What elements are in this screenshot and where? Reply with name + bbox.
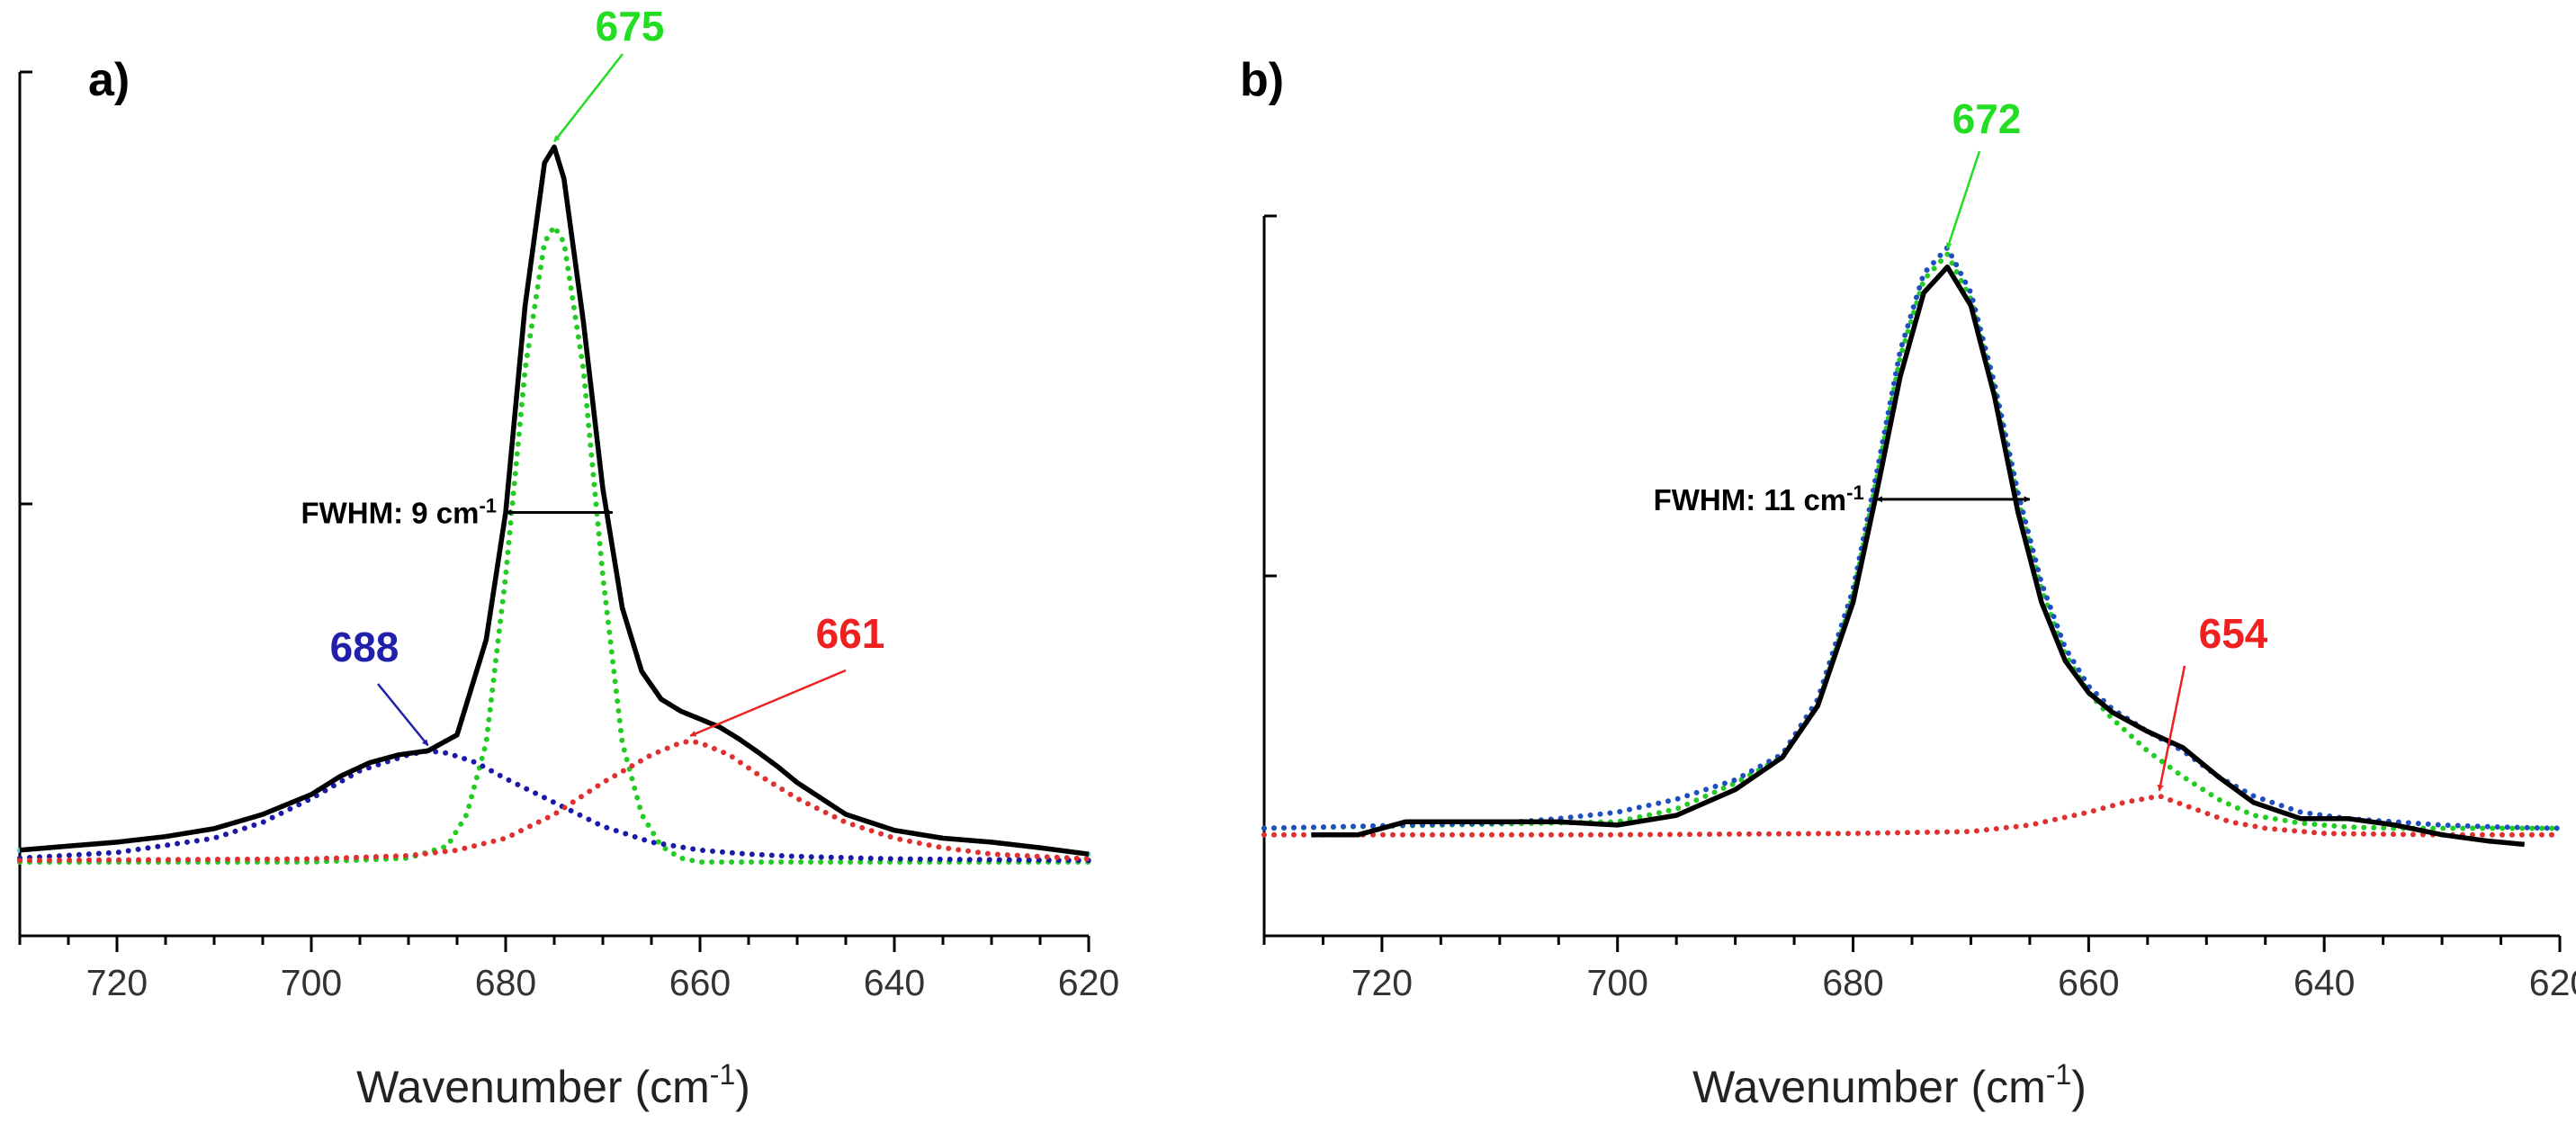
- panel-a-series-fit: [17, 144, 1091, 858]
- panel-b-annotations: 672 654: [1945, 95, 2268, 792]
- panel-a-axes: 720 700 680 660 640 620: [18, 70, 1119, 1003]
- panel-b-xlabel: Wavenumber (cm-1): [1692, 1058, 2087, 1112]
- panel-a-series-component-661: [17, 738, 1091, 864]
- panel-a-label: a): [88, 54, 130, 106]
- panel-b-peak-arrow-672: [1945, 150, 1981, 250]
- panel-b-peak-label-654: 654: [2199, 610, 2268, 657]
- panel-b-series-fit: [1261, 245, 2563, 831]
- panel-a-x-tick-label: 700: [281, 962, 342, 1003]
- panel-b-fwhm-label: FWHM: 11 cm-1: [1654, 481, 1864, 517]
- panel-b-x-tick-label: 620: [2529, 962, 2576, 1003]
- panel-a-x-tick-label: 680: [475, 962, 536, 1003]
- panel-b-series-experimental: [1311, 264, 2525, 848]
- panel-a-series-experimental: [19, 144, 1090, 857]
- panel-a-annotations: 675 688 661: [330, 3, 885, 747]
- panel-b-x-tick-label: 680: [1822, 962, 1883, 1003]
- panel-b-series-component-654: [1261, 793, 2563, 838]
- panel-b-x-tick-label: 720: [1351, 962, 1413, 1003]
- panel-a-series-component-688: [17, 748, 1091, 864]
- panel-a-peak-arrow-661: [689, 669, 847, 737]
- panel-a-x-tick-label: 720: [86, 962, 148, 1003]
- panel-a-x-tick-label: 660: [669, 962, 731, 1003]
- panel-b-series: [1261, 245, 2563, 848]
- panel-a-peak-arrow-675: [553, 53, 624, 143]
- panel-a-x-tick-label: 620: [1058, 962, 1119, 1003]
- panel-b-label: b): [1240, 54, 1284, 106]
- panel-b-x-tick-label: 700: [1587, 962, 1648, 1003]
- panel-b-peak-arrow-654: [2157, 665, 2186, 792]
- panel-a-peak-arrow-688: [377, 683, 429, 747]
- panel-b-peak-label-672: 672: [1952, 95, 2022, 142]
- panel-a-peak-label-675: 675: [596, 3, 665, 49]
- panel-a: a) 720 700 680 660 640 620 FWHM: 9 cm-1 675 68…: [17, 3, 1119, 1112]
- panel-a-fwhm-label: FWHM: 9 cm-1: [301, 494, 497, 529]
- panel-a-x-tick-label: 640: [864, 962, 925, 1003]
- panel-a-fwhm: FWHM: 9 cm-1: [301, 494, 614, 529]
- panel-b-fwhm: FWHM: 11 cm-1: [1654, 481, 2031, 517]
- panel-a-xlabel: Wavenumber (cm-1): [356, 1058, 750, 1112]
- panel-a-series-component-675: [17, 223, 1091, 865]
- panel-b-x-tick-label: 640: [2293, 962, 2355, 1003]
- panel-b-x-tick-label: 660: [2058, 962, 2119, 1003]
- panel-a-peak-label-661: 661: [816, 610, 885, 657]
- panel-a-series: [17, 144, 1091, 865]
- panel-b-axes: 720 700 680 660 640 620: [1262, 214, 2576, 1003]
- panel-a-peak-label-688: 688: [330, 624, 399, 670]
